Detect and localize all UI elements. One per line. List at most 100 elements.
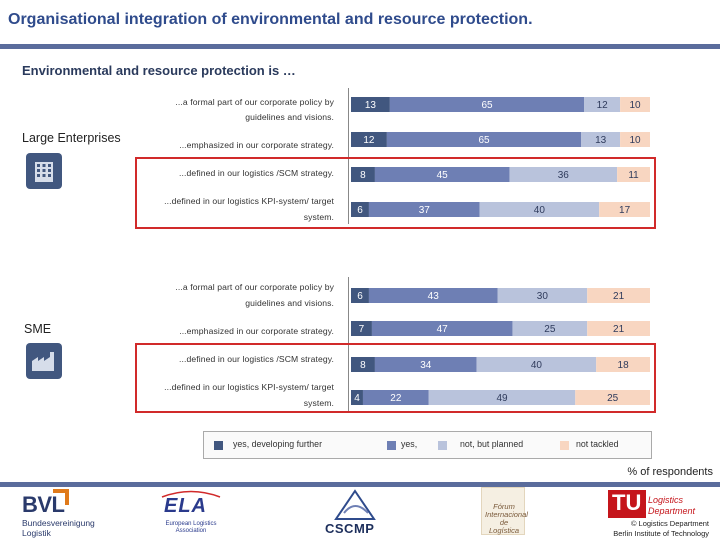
question-label: guidelines and visions.: [245, 112, 334, 122]
bar-segment: [351, 132, 387, 147]
factory-icon: [26, 343, 62, 379]
highlight-box-sme: [135, 343, 656, 413]
data-label: 11: [628, 170, 639, 181]
legend: yes, developing further yes, not, but pl…: [203, 431, 652, 459]
header-rule: [0, 44, 720, 49]
data-label: 12: [363, 135, 375, 146]
bar-segment: [351, 167, 375, 182]
data-label: 6: [357, 205, 363, 216]
data-label: 8: [360, 170, 366, 181]
data-label: 30: [537, 291, 549, 302]
data-label: 43: [428, 291, 440, 302]
bar-segment: [362, 390, 429, 405]
data-label: 13: [595, 135, 607, 146]
highlight-box-large: [135, 157, 656, 229]
bar-segment: [584, 97, 621, 112]
forum-logo: [481, 487, 525, 535]
building-icon: [26, 153, 62, 189]
data-label: 8: [360, 360, 366, 371]
question-label: ...defined in our logistics /SCM strateg…: [179, 168, 334, 178]
bar-segment: [386, 132, 582, 147]
copyright-line: Berlin Institute of Technology: [613, 529, 709, 538]
bar-segment: [509, 167, 618, 182]
bvl-sub-line: Logistik: [22, 528, 51, 538]
bar-segment: [575, 390, 650, 405]
data-label: 18: [618, 360, 630, 371]
cscmp-logo: CSCMP: [325, 521, 375, 536]
data-label: 21: [613, 291, 625, 302]
bar-segment: [351, 357, 375, 372]
question-label: ...a formal part of our corporate policy…: [175, 282, 334, 292]
cscmp-logo-mark: [334, 489, 376, 520]
bar-segment: [374, 357, 477, 372]
legend-label: not tackled: [576, 439, 619, 449]
data-label: 45: [437, 170, 449, 181]
bvl-logo: BVL: [22, 492, 65, 517]
department-line: Department: [648, 506, 696, 516]
department-name: Logistics Department: [648, 495, 695, 517]
bar-segment: [368, 202, 480, 217]
data-label: 10: [629, 100, 641, 111]
bar-segment: [476, 357, 597, 372]
legend-swatch: [387, 441, 396, 450]
bar-segment: [617, 167, 650, 182]
data-label: 36: [558, 170, 570, 181]
copyright: © Logistics Department Berlin Institute …: [613, 519, 709, 539]
data-label: 6: [357, 291, 363, 302]
bar-segment: [371, 321, 513, 336]
data-label: 25: [607, 393, 619, 404]
page-title: Organisational integration of environmen…: [8, 11, 533, 28]
axis-note: % of respondents: [627, 466, 713, 478]
legend-swatch: [438, 441, 447, 450]
question-label: system.: [303, 212, 334, 222]
data-label: 10: [629, 135, 641, 146]
bar-segment: [599, 202, 650, 217]
legend-swatch: [560, 441, 569, 450]
bar-segment: [587, 288, 650, 303]
question-label: ...defined in our logistics KPI-system/ …: [164, 382, 334, 392]
bar-segment: [351, 321, 372, 336]
data-label: 47: [437, 324, 449, 335]
bar-segment: [512, 321, 588, 336]
bar-segment: [389, 97, 585, 112]
ela-logo-arc: [161, 490, 221, 498]
bar-segment: [368, 288, 498, 303]
bar-segment: [587, 321, 650, 336]
bar-segment: [351, 202, 369, 217]
question-label: ...defined in our logistics KPI-system/ …: [164, 196, 334, 206]
data-label: 22: [390, 393, 402, 404]
data-label: 4: [354, 393, 360, 404]
question-label: ...emphasized in our corporate strategy.: [179, 140, 334, 150]
ela-logo-subtitle: European Logistics Association: [165, 521, 217, 534]
footer-rule: [0, 482, 720, 487]
question-label: ...defined in our logistics /SCM strateg…: [179, 354, 334, 364]
bar-segment: [581, 132, 621, 147]
data-label: 17: [619, 205, 631, 216]
copyright-line: © Logistics Department: [630, 519, 709, 528]
legend-label: yes, developing further: [233, 439, 322, 449]
tu-logo-mark: TU: [612, 490, 642, 515]
bar-segment: [620, 132, 650, 147]
bar-segment: [351, 390, 363, 405]
data-label: 34: [420, 360, 432, 371]
bvl-sub-line: Bundesvereinigung: [22, 518, 95, 528]
data-label: 7: [359, 324, 365, 335]
ela-logo: ELA: [164, 495, 207, 517]
bar-segment: [497, 288, 588, 303]
question-label: system.: [303, 398, 334, 408]
question-label: ...a formal part of our corporate policy…: [175, 97, 334, 107]
y-axis-large: [348, 88, 349, 224]
data-label: 40: [534, 205, 546, 216]
bvl-logo-mark: [53, 489, 69, 505]
tu-logo: [608, 490, 646, 518]
question-label: guidelines and visions.: [245, 298, 334, 308]
legend-label: yes,: [401, 439, 418, 449]
bar-segment: [428, 390, 576, 405]
data-label: 40: [531, 360, 543, 371]
bvl-logo-subtitle: Bundesvereinigung Logistik: [22, 518, 95, 538]
data-label: 25: [544, 324, 556, 335]
bar-segment: [351, 97, 390, 112]
question-label: ...emphasized in our corporate strategy.: [179, 326, 334, 336]
bar-segment: [351, 288, 369, 303]
